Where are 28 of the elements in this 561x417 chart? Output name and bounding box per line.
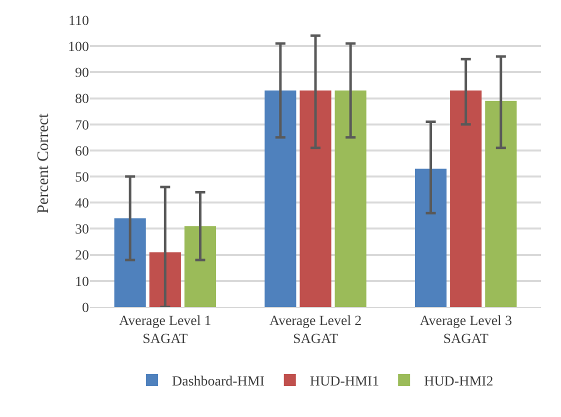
y-tick-label: 90 — [75, 66, 89, 82]
y-tick-label: 110 — [68, 14, 89, 29]
x-tick-label: Average Level 3 SAGAT — [420, 314, 512, 347]
bar — [149, 252, 181, 307]
bar — [414, 168, 447, 307]
legend-label: HUD-HMI2 — [424, 374, 494, 390]
legend-label: HUD-HMI1 — [310, 374, 380, 390]
y-tick-label: 80 — [75, 92, 89, 108]
y-tick-label: 0 — [82, 300, 89, 316]
y-tick-label: 100 — [68, 40, 89, 55]
bar — [114, 218, 146, 307]
bar — [184, 226, 216, 307]
y-tick-label: 50 — [75, 170, 89, 186]
bar — [334, 90, 366, 307]
bar — [300, 90, 332, 307]
bar — [450, 90, 482, 307]
y-tick-label: 10 — [75, 274, 89, 290]
y-tick-label: 40 — [75, 196, 89, 212]
bar — [264, 90, 296, 307]
y-tick-label: 30 — [75, 222, 89, 238]
x-tick-label: Average Level 2 SAGAT — [269, 314, 362, 347]
y-tick-label: 70 — [75, 118, 89, 134]
y-tick-label: 60 — [75, 144, 89, 160]
legend-label: Dashboard-HMI — [172, 374, 265, 390]
y-axis-title: Percent Correct — [35, 112, 52, 214]
bar — [485, 100, 517, 307]
x-tick-label: Average Level 1 SAGAT — [119, 314, 212, 347]
y-tick-label: 20 — [75, 248, 89, 264]
